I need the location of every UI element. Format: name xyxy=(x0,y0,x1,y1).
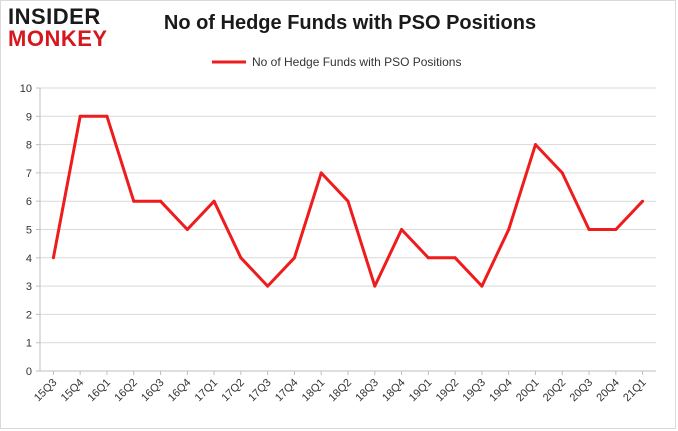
data-point xyxy=(132,199,136,203)
x-tick-label: 18Q3 xyxy=(353,377,381,405)
chart-title: No of Hedge Funds with PSO Positions xyxy=(163,12,537,34)
data-point xyxy=(426,256,430,260)
x-tick-label: 15Q3 xyxy=(32,377,60,405)
x-tick-label: 17Q2 xyxy=(219,377,247,405)
x-tick-label: 16Q1 xyxy=(86,377,114,405)
data-point xyxy=(239,256,243,260)
x-tick-label: 16Q4 xyxy=(166,377,194,405)
x-tick-label: 19Q4 xyxy=(487,377,515,405)
x-tick-label: 19Q3 xyxy=(461,377,489,405)
gridlines xyxy=(40,87,656,372)
x-tick-label: 18Q1 xyxy=(300,377,328,405)
logo-line-2: MONKEY xyxy=(8,26,108,51)
x-tick-label: 20Q1 xyxy=(514,377,542,405)
data-point xyxy=(641,199,645,203)
x-tick-label: 19Q2 xyxy=(434,377,462,405)
data-point xyxy=(614,228,618,231)
x-tick-label: 16Q3 xyxy=(139,377,167,405)
logo-line-1: INSIDER xyxy=(8,4,101,29)
x-tick-label: 17Q1 xyxy=(193,377,221,405)
x-tick-label: 19Q1 xyxy=(407,377,435,405)
data-point xyxy=(373,284,377,288)
data-point xyxy=(480,284,484,288)
x-tick-label: 16Q2 xyxy=(112,377,140,405)
x-tick-label: 18Q4 xyxy=(380,377,408,405)
y-tick-label: 3 xyxy=(26,281,32,293)
data-point xyxy=(400,228,404,231)
x-tick-label: 17Q3 xyxy=(246,377,274,405)
insider-monkey-logo: INSIDER MONKEY xyxy=(8,6,128,52)
legend-label: No of Hedge Funds with PSO Positions xyxy=(252,55,461,69)
data-point xyxy=(78,114,82,118)
x-tick-label: 20Q4 xyxy=(594,377,622,405)
x-tick-label: 17Q4 xyxy=(273,377,301,405)
y-tick-label: 9 xyxy=(26,111,32,123)
data-point xyxy=(533,143,537,147)
plot-area xyxy=(51,114,645,288)
data-point xyxy=(346,199,350,203)
data-point xyxy=(159,199,163,203)
x-tick-label: 20Q2 xyxy=(541,377,569,405)
data-point xyxy=(51,256,55,260)
y-tick-label: 10 xyxy=(20,83,32,95)
y-tick-label: 5 xyxy=(26,225,32,237)
data-point xyxy=(587,228,591,231)
y-tick-label: 1 xyxy=(26,338,32,350)
x-tick-label: 15Q4 xyxy=(59,377,87,405)
x-tick-label: 20Q3 xyxy=(568,377,596,405)
data-point xyxy=(319,171,323,175)
y-tick-label: 8 xyxy=(26,140,32,152)
y-tick-label: 2 xyxy=(26,309,32,321)
y-tick-label: 4 xyxy=(26,253,32,265)
x-tick-label: 21Q1 xyxy=(621,377,649,405)
data-point xyxy=(105,114,109,118)
data-point xyxy=(292,256,296,260)
y-tick-label: 0 xyxy=(26,366,32,378)
data-point xyxy=(185,228,189,231)
x-tick-label: 18Q2 xyxy=(327,377,355,405)
x-axis: 15Q3 15Q4 16Q1 16Q2 16Q3 16Q4 17Q1 17Q2 17Q3 17Q4… xyxy=(32,370,656,405)
y-tick-label: 6 xyxy=(26,196,32,208)
data-point xyxy=(560,171,564,175)
y-axis: 0 1 2 3 4 5 6 7 8 9 10 xyxy=(20,83,41,378)
data-point xyxy=(266,284,270,288)
data-point xyxy=(507,228,511,231)
legend: No of Hedge Funds with PSO Positions xyxy=(212,55,461,69)
y-tick-label: 7 xyxy=(26,168,32,180)
data-point xyxy=(453,256,457,260)
data-point xyxy=(212,199,216,203)
